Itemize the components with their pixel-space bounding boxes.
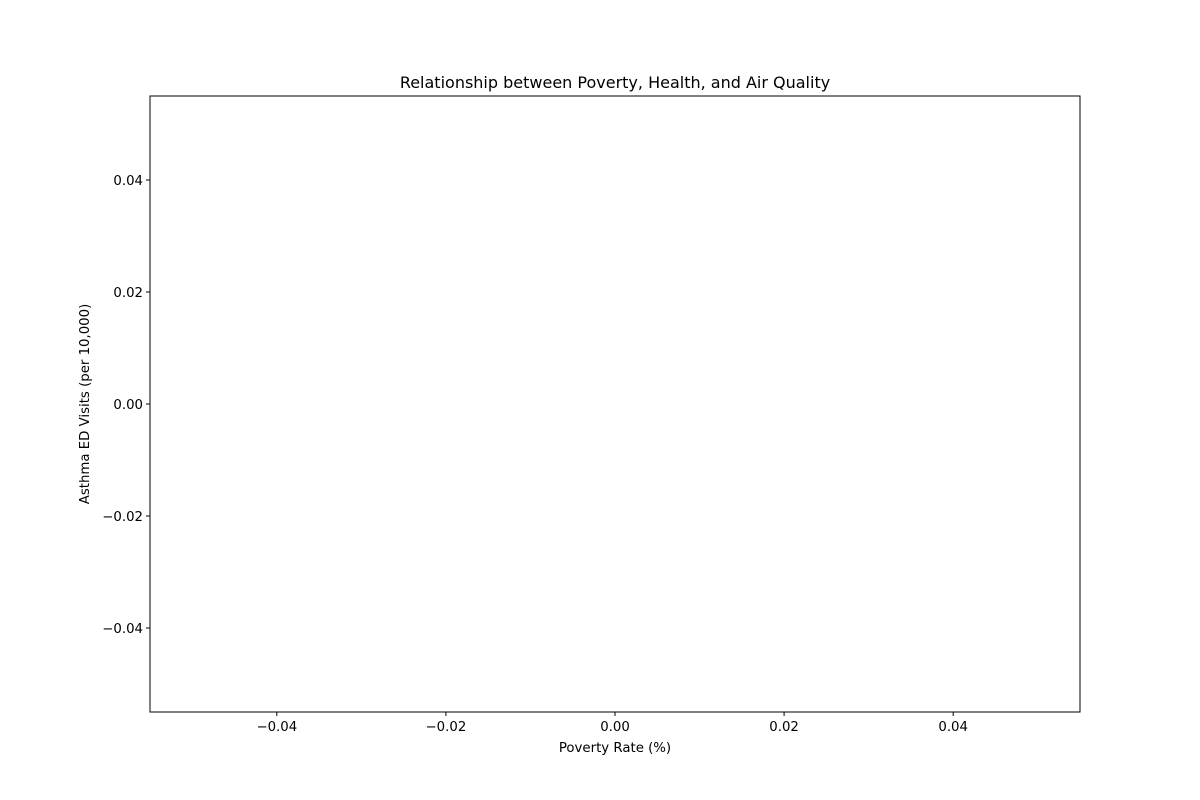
y-tick-label: 0.04 [113,174,143,189]
y-axis-label: Asthma ED Visits (per 10,000) [78,304,93,505]
chart-title: Relationship between Poverty, Health, an… [400,73,830,92]
plot-area [150,96,1080,712]
x-tick-label: −0.04 [256,720,297,735]
y-tick-label: 0.02 [113,286,143,301]
x-tick-label: −0.02 [426,720,467,735]
plot-frame [149,95,1081,713]
x-axis-label: Poverty Rate (%) [559,741,671,756]
x-axis: −0.04 −0.02 0.00 0.02 0.04 [256,712,968,735]
x-tick-label: 0.02 [769,720,799,735]
x-tick-label: 0.00 [600,720,630,735]
y-tick-label: 0.00 [113,398,143,413]
x-tick-label: 0.04 [938,720,968,735]
y-axis: −0.04 −0.02 0.00 0.02 0.04 [102,174,150,637]
y-tick-label: −0.02 [102,510,143,525]
y-tick-label: −0.04 [102,622,143,637]
